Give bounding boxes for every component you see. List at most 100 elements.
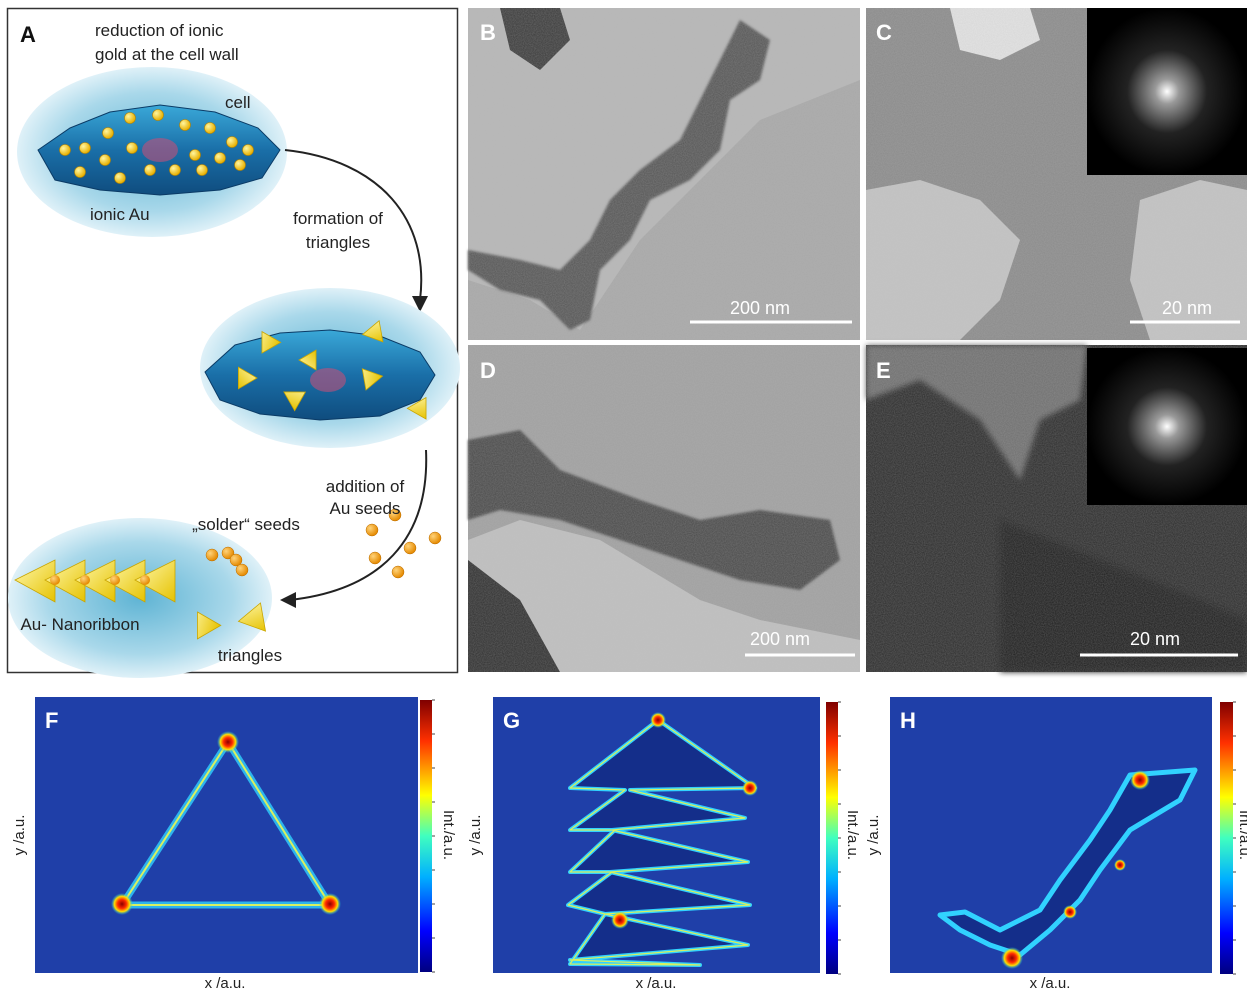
hot-spot bbox=[1063, 905, 1077, 919]
triangle bbox=[361, 319, 384, 343]
hot-spot bbox=[1114, 859, 1126, 871]
triangle bbox=[406, 396, 427, 420]
gold-ion bbox=[126, 142, 138, 154]
gold-ion bbox=[152, 109, 164, 121]
triangle bbox=[197, 611, 222, 640]
gold-ion bbox=[226, 136, 238, 148]
gold-ion bbox=[59, 144, 71, 156]
hot-spot bbox=[217, 731, 239, 753]
arrow-head bbox=[280, 592, 296, 608]
colorbar bbox=[1220, 702, 1233, 974]
colorbar-label: Int./a.u. bbox=[1236, 810, 1247, 860]
triangle bbox=[298, 349, 317, 371]
arrow bbox=[284, 149, 423, 301]
cell-label: cell bbox=[225, 93, 251, 112]
step-label: Au seeds bbox=[330, 499, 401, 518]
colorbar bbox=[420, 700, 432, 972]
diffraction-inset bbox=[1087, 8, 1247, 175]
seed bbox=[388, 508, 402, 522]
gold-ion bbox=[234, 159, 246, 171]
panel-c: 20 nm C bbox=[866, 8, 1247, 340]
scale-label: 200 nm bbox=[750, 629, 810, 649]
nucleus bbox=[142, 138, 178, 162]
colorbar bbox=[826, 702, 838, 974]
y-axis-label: y /a.u. bbox=[11, 815, 28, 856]
noise bbox=[468, 8, 860, 340]
scale-label: 20 nm bbox=[1162, 298, 1212, 318]
x-axis-label: x /a.u. bbox=[1030, 975, 1071, 990]
panel-f: F x /a.u. y /a.u. Int./a.u. bbox=[11, 697, 457, 990]
step-label: addition of bbox=[326, 477, 405, 496]
triangles-label: triangles bbox=[218, 646, 282, 665]
seed bbox=[428, 531, 442, 545]
hot-spot bbox=[1001, 947, 1023, 969]
gold-ion bbox=[169, 164, 181, 176]
panel-label: E bbox=[876, 358, 891, 383]
triangle bbox=[238, 366, 258, 390]
triangle bbox=[361, 368, 384, 391]
panel-g: G x /a.u. y /a.u. Int./a.u. bbox=[467, 697, 861, 990]
panel-label: F bbox=[45, 708, 58, 733]
seeds bbox=[205, 508, 442, 579]
y-axis-label: y /a.u. bbox=[467, 815, 484, 856]
diffraction-inset bbox=[1087, 348, 1247, 505]
scale-label: 20 nm bbox=[1130, 629, 1180, 649]
scale-label: 200 nm bbox=[730, 298, 790, 318]
colorbar-label: Int./a.u. bbox=[844, 810, 861, 860]
gold-ion bbox=[124, 112, 136, 124]
hot-spot bbox=[742, 780, 758, 796]
panel-label: B bbox=[480, 20, 496, 45]
ionic-gold bbox=[59, 109, 254, 184]
gold-ion bbox=[144, 164, 156, 176]
seed bbox=[221, 546, 235, 560]
hot-spot bbox=[1130, 770, 1150, 790]
y-axis-label: y /a.u. bbox=[865, 815, 882, 856]
gold-ion bbox=[114, 172, 126, 184]
panel-label: H bbox=[900, 708, 916, 733]
panel-b: 200 nm B bbox=[468, 8, 860, 340]
step-label: formation of bbox=[293, 209, 383, 228]
hot-spot bbox=[611, 911, 629, 929]
hot-spot bbox=[650, 712, 666, 728]
seed bbox=[391, 565, 405, 579]
x-axis-label: x /a.u. bbox=[636, 975, 677, 990]
panel-e: 20 nm E bbox=[866, 345, 1247, 672]
seed bbox=[110, 575, 120, 585]
seed bbox=[140, 575, 150, 585]
noise bbox=[468, 345, 860, 672]
x-axis-label: x /a.u. bbox=[205, 975, 246, 990]
field-edge bbox=[937, 767, 1198, 958]
panel-a: A reduction of ionic gold at the cell wa… bbox=[6, 7, 460, 678]
gold-ion bbox=[74, 166, 86, 178]
gold-ion bbox=[204, 122, 216, 134]
field-edge bbox=[120, 740, 332, 906]
hot-spot bbox=[111, 893, 133, 915]
seed bbox=[229, 553, 243, 567]
seed bbox=[50, 575, 60, 585]
seed bbox=[235, 563, 249, 577]
panel-label: C bbox=[876, 20, 892, 45]
gold-ion bbox=[242, 144, 254, 156]
panel-d: 200 nm D bbox=[468, 345, 860, 672]
gold-ion bbox=[179, 119, 191, 131]
ionic-label: ionic Au bbox=[90, 205, 150, 224]
triangle bbox=[283, 391, 307, 412]
panel-label: A bbox=[20, 22, 36, 47]
seed bbox=[403, 541, 417, 555]
panel-h: H x /a.u. y /a.u. Int./a.u. bbox=[865, 697, 1247, 990]
gold-ion bbox=[102, 127, 114, 139]
gold-ion bbox=[79, 142, 91, 154]
nucleus bbox=[310, 368, 346, 392]
seed bbox=[365, 523, 379, 537]
panel-label: G bbox=[503, 708, 520, 733]
gold-ion bbox=[99, 154, 111, 166]
caption: gold at the cell wall bbox=[95, 45, 239, 64]
gold-ion bbox=[196, 164, 208, 176]
caption: reduction of ionic bbox=[95, 21, 224, 40]
hot-spot bbox=[319, 893, 341, 915]
triangle bbox=[237, 602, 267, 632]
seed bbox=[205, 548, 219, 562]
step-label: triangles bbox=[306, 233, 370, 252]
